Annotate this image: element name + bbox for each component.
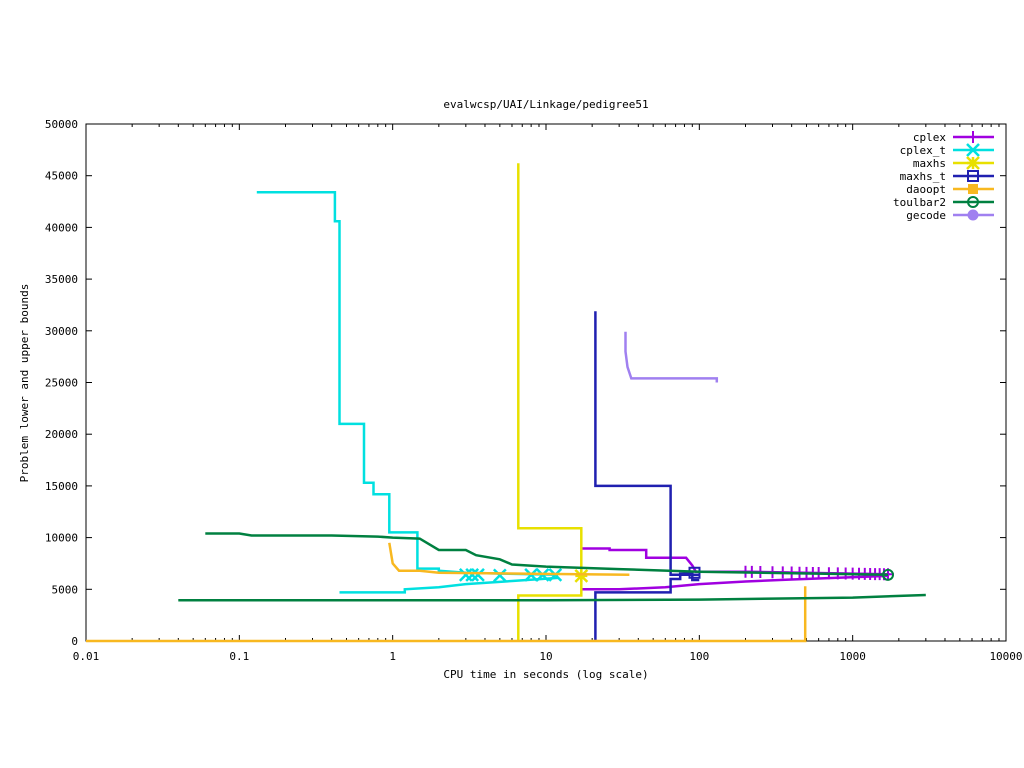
- legend-marker-gecode: [967, 209, 979, 221]
- series-maxhs: [517, 163, 589, 641]
- series-maxhs-t: [594, 311, 701, 641]
- x-tick-label: 0.01: [73, 650, 100, 663]
- legend-marker-toulbar2: [967, 196, 979, 208]
- y-tick-label: 45000: [45, 170, 78, 183]
- legend-label-maxhs-t: maxhs_t: [900, 170, 946, 183]
- y-tick-label: 10000: [45, 532, 78, 545]
- y-tick-label: 5000: [52, 583, 79, 596]
- maxhs-t-lower-bound-line: [594, 572, 700, 641]
- gecode-upper-bound-line: [624, 331, 719, 383]
- daoopt-upper-bound-line: [388, 542, 630, 577]
- y-tick-label: 20000: [45, 428, 78, 441]
- legend-label-maxhs: maxhs: [913, 157, 946, 170]
- legend-marker-cplex-t: [966, 143, 980, 157]
- legend: cplexcplex_tmaxhsmaxhs_tdaoopttoulbar2ge…: [893, 131, 994, 222]
- legend-label-toulbar2: toulbar2: [893, 196, 946, 209]
- y-axis-label: Problem lower and upper bounds: [18, 284, 31, 483]
- x-tick-label: 1: [389, 650, 396, 663]
- legend-marker-maxhs-t: [967, 170, 979, 182]
- cplex-t-upper-bound-line: [256, 190, 559, 577]
- legend-label-gecode: gecode: [906, 209, 946, 222]
- x-tick-label: 10: [539, 650, 552, 663]
- chart-title: evalwcsp/UAI/Linkage/pedigree51: [443, 98, 648, 111]
- legend-label-cplex: cplex: [913, 131, 946, 144]
- x-axis-label: CPU time in seconds (log scale): [443, 668, 648, 681]
- series-layer: [86, 163, 926, 643]
- series-daoopt: [86, 542, 807, 643]
- cplex-t-point: [492, 568, 507, 583]
- cplex-t-point: [458, 567, 473, 582]
- plot-frame: [85, 123, 1007, 642]
- y-tick-label: 0: [71, 635, 78, 648]
- y-tick-label: 40000: [45, 221, 78, 234]
- legend-label-daoopt: daoopt: [906, 183, 946, 196]
- toulbar2-point: [882, 568, 895, 581]
- daoopt-lower-bound-line: [86, 586, 807, 643]
- x-tick-label: 0.1: [229, 650, 249, 663]
- legend-marker-maxhs: [966, 156, 980, 170]
- cplex-t-point: [465, 567, 480, 582]
- y-tick-label: 50000: [45, 118, 78, 131]
- series-gecode: [624, 331, 719, 383]
- y-tick-label: 15000: [45, 480, 78, 493]
- y-tick-label: 25000: [45, 377, 78, 390]
- legend-marker-cplex: [967, 131, 979, 143]
- legend-label-cplex-t: cplex_t: [900, 144, 946, 157]
- y-tick-label: 35000: [45, 273, 78, 286]
- x-tick-label: 10000: [989, 650, 1022, 663]
- cplex-t-lower-bound-line: [339, 576, 559, 594]
- maxhs-t-upper-bound-line: [594, 311, 700, 577]
- maxhs-lower-bound-line: [517, 575, 583, 641]
- cplex-lower-bound-line: [581, 574, 889, 591]
- axis-ticks: 0.01 0.1 1 10 100 1000 10000 0 5000 10000 15000 200…: [45, 118, 1023, 663]
- y-tick-label: 30000: [45, 325, 78, 338]
- series-toulbar2: [178, 532, 926, 602]
- x-tick-label: 1000: [839, 650, 866, 663]
- series-cplex-t: [256, 190, 563, 594]
- maxhs-upper-bound-line: [517, 163, 583, 576]
- maxhs-point: [574, 568, 589, 583]
- legend-marker-daoopt: [968, 184, 978, 194]
- toulbar2-lower-bound-line: [178, 593, 926, 602]
- toulbar2-upper-bound-line: [205, 532, 889, 577]
- x-tick-label: 100: [689, 650, 709, 663]
- cplex-t-point: [471, 567, 485, 582]
